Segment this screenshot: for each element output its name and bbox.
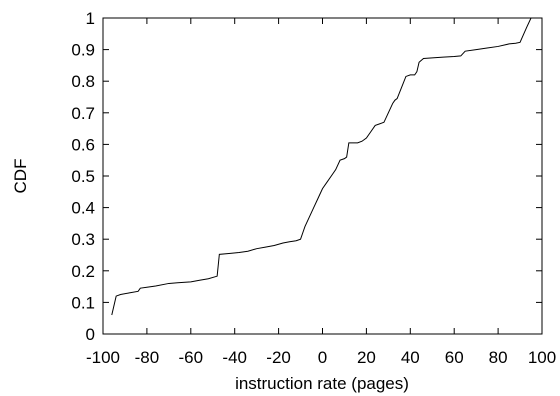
y-tick-label: 0.7	[71, 104, 95, 123]
plot-area-frame	[102, 17, 543, 335]
x-tick-label: 100	[528, 348, 556, 367]
y-tick-label: 0.6	[71, 135, 95, 154]
y-tick-label: 0.1	[71, 293, 95, 312]
y-axis-title: CDF	[11, 159, 30, 194]
x-tick-label: 20	[357, 348, 376, 367]
x-tick-label: -60	[179, 348, 204, 367]
x-tick-labels: -100 -80 -60 -40 -20 0 20 40 60 80 100	[86, 348, 556, 367]
x-tick-label: -40	[222, 348, 247, 367]
y-tick-label: 0	[86, 325, 95, 344]
x-tick-label: 60	[445, 348, 464, 367]
y-tick-label: 0.2	[71, 262, 95, 281]
x-tick-label: 0	[318, 348, 327, 367]
x-tick-label: 80	[489, 348, 508, 367]
y-tick-labels: 0 0.1 0.2 0.3 0.4 0.5 0.6 0.7 0.8 0.9 1	[71, 9, 95, 344]
y-tick-label: 0.8	[71, 72, 95, 91]
x-tick-label: -20	[266, 348, 291, 367]
y-tick-label: 0.3	[71, 230, 95, 249]
x-tick-label: -100	[86, 348, 120, 367]
x-tick-label: -80	[135, 348, 160, 367]
y-tick-label: 0.4	[71, 199, 95, 218]
x-axis-title: instruction rate (pages)	[235, 374, 409, 393]
cdf-series-line	[111, 17, 532, 316]
x-tick-label: 40	[401, 348, 420, 367]
y-tick-label: 0.5	[71, 167, 95, 186]
y-tick-label: 1	[86, 9, 95, 28]
tick-marks	[102, 17, 543, 335]
y-tick-label: 0.9	[71, 41, 95, 60]
